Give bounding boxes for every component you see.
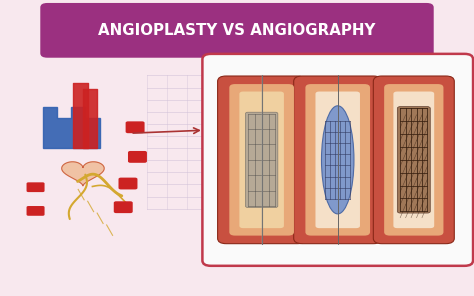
FancyBboxPatch shape bbox=[316, 91, 360, 228]
FancyBboxPatch shape bbox=[118, 178, 137, 189]
FancyBboxPatch shape bbox=[27, 182, 45, 192]
Text: ANGIOPLASTY VS ANGIOGRAPHY: ANGIOPLASTY VS ANGIOGRAPHY bbox=[98, 23, 376, 38]
Ellipse shape bbox=[321, 106, 354, 214]
FancyBboxPatch shape bbox=[294, 76, 382, 244]
FancyBboxPatch shape bbox=[218, 76, 306, 244]
FancyBboxPatch shape bbox=[114, 201, 133, 213]
FancyBboxPatch shape bbox=[397, 107, 430, 213]
FancyBboxPatch shape bbox=[374, 76, 454, 244]
FancyBboxPatch shape bbox=[246, 112, 278, 207]
FancyBboxPatch shape bbox=[202, 54, 473, 266]
Polygon shape bbox=[62, 162, 104, 186]
FancyBboxPatch shape bbox=[40, 3, 434, 58]
Polygon shape bbox=[43, 107, 100, 148]
FancyBboxPatch shape bbox=[27, 206, 45, 216]
FancyBboxPatch shape bbox=[229, 84, 294, 236]
FancyBboxPatch shape bbox=[239, 91, 284, 228]
FancyBboxPatch shape bbox=[126, 121, 145, 133]
FancyBboxPatch shape bbox=[128, 151, 147, 163]
FancyBboxPatch shape bbox=[393, 91, 434, 228]
FancyBboxPatch shape bbox=[305, 84, 370, 236]
FancyBboxPatch shape bbox=[384, 84, 444, 236]
